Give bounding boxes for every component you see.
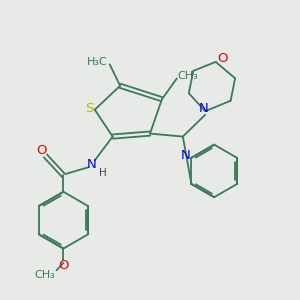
- Text: CH₃: CH₃: [178, 71, 199, 81]
- Text: H: H: [99, 168, 107, 178]
- Text: S: S: [85, 102, 94, 115]
- Text: CH₃: CH₃: [34, 270, 55, 280]
- Text: N: N: [87, 158, 97, 171]
- Text: O: O: [58, 259, 69, 272]
- Text: O: O: [36, 144, 46, 157]
- Text: O: O: [217, 52, 227, 65]
- Text: H₃C: H₃C: [87, 57, 107, 67]
- Text: N: N: [199, 102, 208, 115]
- Text: N: N: [181, 149, 190, 162]
